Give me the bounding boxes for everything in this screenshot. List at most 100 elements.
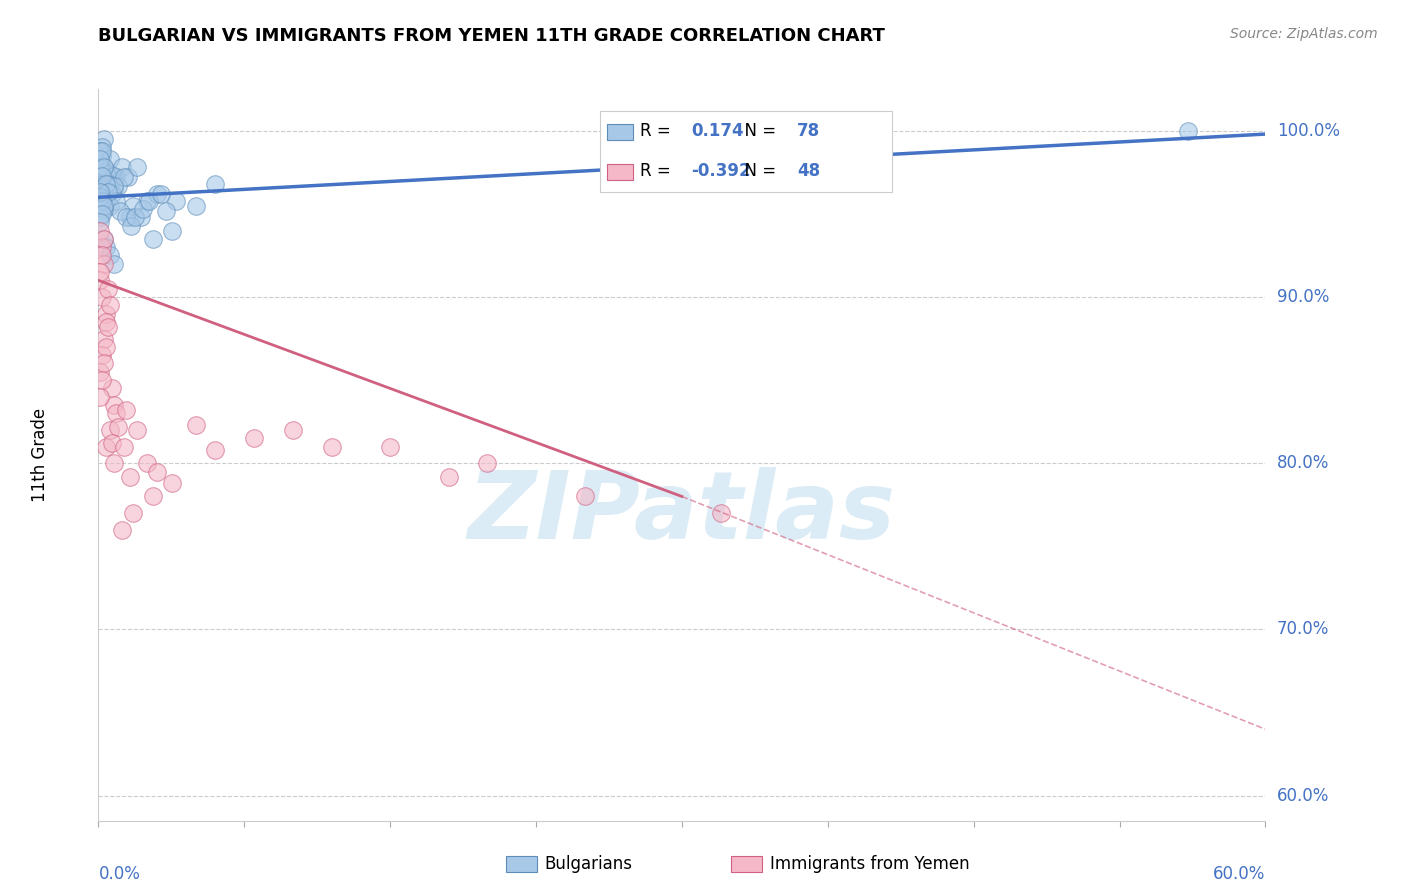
Point xyxy=(146,186,169,201)
Point xyxy=(97,319,120,334)
Point xyxy=(89,153,111,168)
Text: R =: R = xyxy=(640,162,681,180)
Point xyxy=(96,340,118,354)
Point xyxy=(103,178,125,193)
Point xyxy=(111,523,134,537)
Point xyxy=(91,207,114,221)
Point xyxy=(129,210,152,224)
Point xyxy=(93,232,115,246)
Point xyxy=(89,265,111,279)
Point xyxy=(91,248,114,262)
Point xyxy=(98,198,121,212)
Text: BULGARIAN VS IMMIGRANTS FROM YEMEN 11TH GRADE CORRELATION CHART: BULGARIAN VS IMMIGRANTS FROM YEMEN 11TH … xyxy=(98,27,886,45)
Point xyxy=(93,356,115,370)
Point xyxy=(162,476,184,491)
Point xyxy=(118,210,141,224)
Point xyxy=(93,132,115,146)
Point xyxy=(107,419,129,434)
Point xyxy=(710,506,733,520)
Text: 78: 78 xyxy=(797,122,820,140)
Point xyxy=(89,152,111,166)
Text: 80.0%: 80.0% xyxy=(1277,454,1330,472)
Point xyxy=(97,177,120,191)
Point xyxy=(101,170,124,185)
Text: -0.392: -0.392 xyxy=(692,162,751,180)
Point xyxy=(101,186,124,201)
Point xyxy=(91,194,114,208)
Point xyxy=(93,165,115,179)
Point xyxy=(91,290,114,304)
Text: N =: N = xyxy=(734,162,786,180)
Text: 0.0%: 0.0% xyxy=(98,864,141,882)
Point xyxy=(93,177,115,191)
Point xyxy=(91,240,114,254)
Point xyxy=(98,298,121,312)
Text: ZIPatlas: ZIPatlas xyxy=(468,467,896,559)
Point xyxy=(89,186,111,200)
Point xyxy=(93,186,115,201)
Point xyxy=(477,456,499,470)
Point xyxy=(93,161,115,175)
Point xyxy=(89,161,111,175)
Text: 100.0%: 100.0% xyxy=(1277,122,1340,140)
Point xyxy=(97,282,120,296)
Point xyxy=(281,423,304,437)
Point xyxy=(89,190,111,204)
Point xyxy=(98,248,121,262)
Point xyxy=(96,177,118,191)
Point xyxy=(574,490,596,504)
Point xyxy=(184,198,207,212)
Point xyxy=(96,240,118,254)
Point xyxy=(104,170,127,185)
Point xyxy=(93,202,115,216)
Point xyxy=(104,194,127,208)
Point xyxy=(89,273,111,287)
Point xyxy=(89,210,111,224)
Point xyxy=(91,169,114,183)
Point xyxy=(101,381,124,395)
Text: 60.0%: 60.0% xyxy=(1277,787,1330,805)
Point xyxy=(96,315,118,329)
Point xyxy=(114,210,136,224)
Point xyxy=(96,186,118,200)
Point xyxy=(91,182,114,196)
Point xyxy=(114,403,136,417)
Point xyxy=(149,186,172,201)
Text: 48: 48 xyxy=(797,162,820,180)
Point xyxy=(96,186,118,201)
Point xyxy=(111,161,134,175)
Point xyxy=(127,423,149,437)
Point xyxy=(103,169,125,183)
Point xyxy=(96,170,118,185)
Point xyxy=(378,440,402,454)
Point xyxy=(91,186,114,200)
Point xyxy=(96,440,118,454)
Point xyxy=(89,161,111,175)
Point xyxy=(93,198,115,212)
Point xyxy=(124,210,146,224)
Point xyxy=(437,469,460,483)
Point xyxy=(162,223,184,237)
Point xyxy=(101,436,124,450)
Point xyxy=(91,373,114,387)
Point xyxy=(103,182,125,196)
Point xyxy=(96,307,118,321)
Point xyxy=(321,440,343,454)
Point xyxy=(93,232,115,246)
Point xyxy=(104,406,127,420)
Point xyxy=(91,144,114,158)
Text: 70.0%: 70.0% xyxy=(1277,621,1330,639)
Text: Bulgarians: Bulgarians xyxy=(544,855,633,873)
Text: 11th Grade: 11th Grade xyxy=(31,408,49,502)
Point xyxy=(96,194,118,208)
Point xyxy=(204,177,226,191)
Point xyxy=(138,194,160,208)
Text: 0.174: 0.174 xyxy=(692,122,744,140)
Point xyxy=(117,170,139,185)
Point xyxy=(122,506,145,520)
Point xyxy=(89,215,111,229)
Text: Immigrants from Yemen: Immigrants from Yemen xyxy=(770,855,970,873)
Point xyxy=(89,365,111,379)
Text: 60.0%: 60.0% xyxy=(1213,864,1265,882)
Point xyxy=(112,440,135,454)
